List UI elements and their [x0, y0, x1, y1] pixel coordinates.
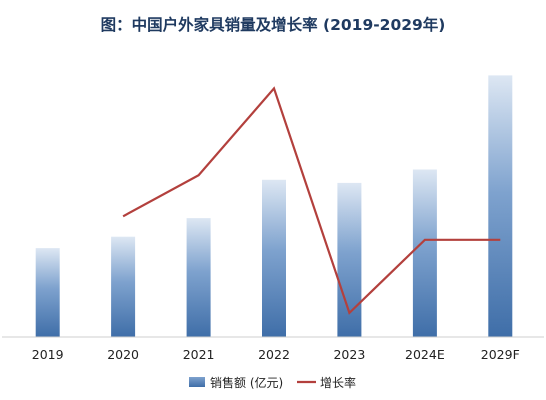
growth-rate-line [122, 86, 501, 315]
x-tick-2021: 2021 [183, 347, 215, 362]
bar-2021 [186, 218, 211, 337]
x-tick-2024E: 2024E [405, 347, 445, 362]
x-tick-2020: 2020 [107, 347, 139, 362]
bar-2029F [488, 75, 513, 338]
x-axis-ticks: 2019 2020 2021 2022 2023 2024E 2029F [32, 347, 520, 362]
bar-2022 [262, 179, 286, 337]
x-tick-2023: 2023 [333, 347, 365, 362]
legend-swatch-sales [189, 377, 205, 387]
x-tick-2019: 2019 [32, 347, 64, 362]
x-tick-2022: 2022 [258, 347, 290, 362]
chart-title: 图：中国户外家具销量及增长率 (2019-2029年) [101, 15, 446, 34]
x-tick-2029F: 2029F [481, 347, 520, 362]
legend: 销售额 (亿元) 增长率 [189, 375, 356, 390]
growth-line-layer [122, 86, 501, 315]
legend-label-sales: 销售额 (亿元) [210, 375, 283, 390]
bar-2019 [35, 248, 60, 337]
legend-label-growth: 增长率 [320, 375, 356, 390]
bar-2024E [412, 169, 437, 337]
bars-layer [35, 75, 513, 338]
bar-2020 [111, 236, 136, 337]
